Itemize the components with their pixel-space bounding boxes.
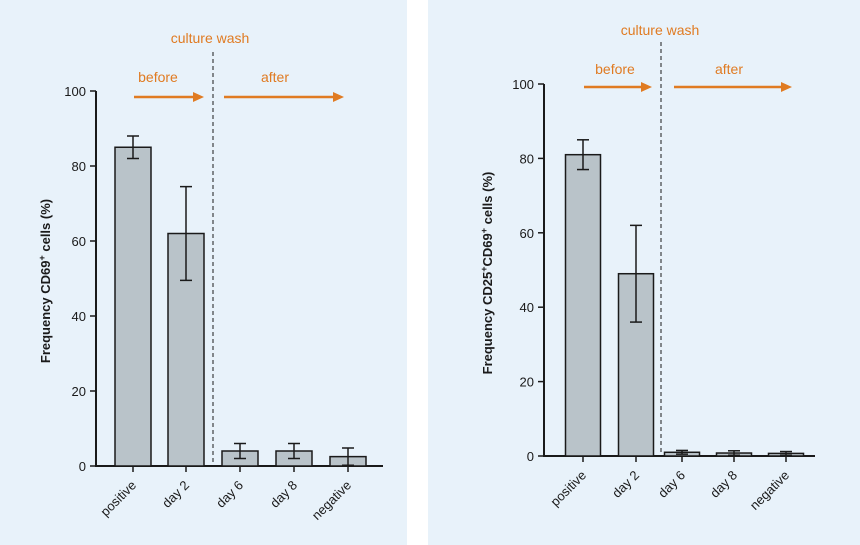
right-category-label: day 8 — [707, 468, 740, 501]
right-after-label: after — [715, 61, 743, 77]
left-chart: Frequency CD69+ cells (%) culture wash b… — [37, 30, 383, 523]
left-chart-panel: Frequency CD69+ cells (%) culture wash b… — [0, 0, 407, 545]
left-bar — [114, 146, 152, 467]
left-y-tick-label: 40 — [72, 309, 86, 324]
right-category-label: negative — [747, 468, 792, 513]
right-before-label: before — [595, 61, 635, 77]
right-after-arrowhead — [781, 82, 792, 92]
left-y-axis-label: Frequency CD69+ cells (%) — [37, 199, 53, 363]
left-plot-area: 0 20 40 60 80 100 positive day 2 day 6 day 8 negat… — [64, 84, 383, 523]
left-y-tick-label: 80 — [72, 159, 86, 174]
left-after-label: after — [261, 69, 289, 85]
left-y-tick-label: 100 — [64, 84, 86, 99]
left-category-label: negative — [309, 478, 354, 523]
left-before-arrowhead — [193, 92, 204, 102]
right-y-tick-label: 40 — [520, 300, 534, 315]
left-category-label: positive — [97, 478, 139, 520]
right-category-label: day 6 — [655, 468, 688, 501]
right-y-tick-label: 20 — [520, 375, 534, 390]
left-culture-wash-label: culture wash — [171, 30, 250, 46]
right-category-label: positive — [547, 468, 589, 510]
right-category-label: day 2 — [609, 468, 642, 501]
right-chart-panel: Frequency CD25+CD69+ cells (%) culture w… — [428, 0, 860, 545]
right-before-arrowhead — [641, 82, 652, 92]
right-bar — [564, 153, 602, 457]
right-y-tick-label: 60 — [520, 226, 534, 241]
left-y-tick-label: 60 — [72, 234, 86, 249]
right-y-tick-label: 0 — [527, 449, 534, 464]
right-plot-area: 0 20 40 60 80 100 positive day 2 day 6 day 8 negat… — [512, 77, 815, 513]
left-category-label: day 6 — [213, 478, 246, 511]
right-chart: Frequency CD25+CD69+ cells (%) culture w… — [479, 22, 815, 513]
right-y-axis-label: Frequency CD25+CD69+ cells (%) — [479, 172, 495, 375]
left-y-tick-label: 0 — [79, 459, 86, 474]
left-after-arrowhead — [333, 92, 344, 102]
right-y-tick-label: 100 — [512, 77, 534, 92]
left-category-label: day 2 — [159, 478, 192, 511]
left-category-label: day 8 — [267, 478, 300, 511]
right-y-tick-label: 80 — [520, 151, 534, 166]
left-before-label: before — [138, 69, 178, 85]
right-culture-wash-label: culture wash — [621, 22, 700, 38]
left-y-tick-label: 20 — [72, 384, 86, 399]
